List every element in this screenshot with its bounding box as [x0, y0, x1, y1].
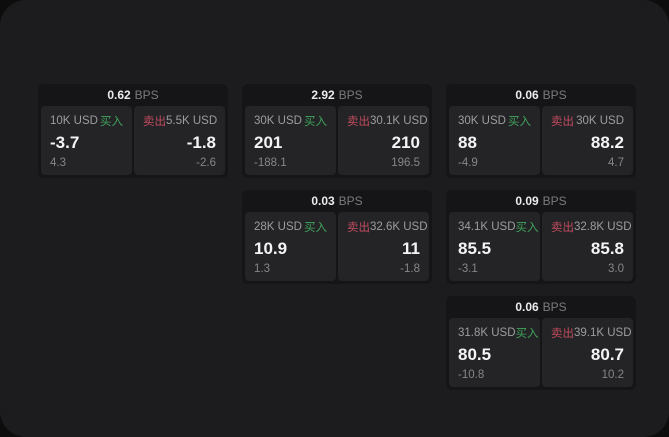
sell-size: 5.5K USD [166, 115, 218, 127]
quote-card: 0.06 BPS 31.8K USD 买入 80.5 -10.8 卖出 39.1… [446, 296, 636, 390]
buy-price: 80.5 [458, 344, 492, 364]
bps-unit-label: BPS [134, 88, 159, 102]
buy-label[interactable]: 买入 [304, 116, 327, 128]
sell-label[interactable]: 卖出 [551, 328, 574, 340]
buy-tile[interactable]: 10K USD 买入 -3.7 4.3 [41, 106, 132, 175]
sell-price: 88.2 [590, 132, 624, 152]
sell-delta: 3.0 [608, 263, 624, 275]
sell-tile[interactable]: 卖出 39.1K USD 80.7 10.2 [542, 318, 633, 387]
sell-tile[interactable]: 卖出 30K USD 88.2 4.7 [542, 106, 633, 175]
bps-header: 2.92 BPS [242, 84, 432, 106]
bps-unit-label: BPS [338, 88, 363, 102]
buy-label[interactable]: 买入 [515, 328, 539, 340]
buy-tile[interactable]: 31.8K USD 买入 80.5 -10.8 [449, 318, 540, 387]
sell-tile[interactable]: 卖出 32.8K USD 85.8 3.0 [542, 212, 633, 281]
sell-label[interactable]: 卖出 [551, 222, 574, 234]
buy-label[interactable]: 买入 [508, 116, 531, 128]
buy-delta: -10.8 [458, 369, 485, 381]
buy-tile[interactable]: 30K USD 买入 201 -188.1 [245, 106, 336, 175]
buy-delta: 4.3 [50, 157, 66, 169]
buy-price: 201 [254, 132, 283, 152]
bps-value: 0.06 [515, 88, 539, 102]
buy-size: 30K USD [458, 115, 506, 127]
buy-tile[interactable]: 30K USD 买入 88 -4.9 [449, 106, 540, 175]
buy-size: 34.1K USD [458, 221, 516, 233]
sell-size: 32.6K USD [370, 221, 428, 233]
bps-header: 0.62 BPS [38, 84, 228, 106]
quote-card: 0.62 BPS 10K USD 买入 -3.7 4.3 卖出 5.5K USD… [38, 84, 228, 178]
buy-tile[interactable]: 34.1K USD 买入 85.5 -3.1 [449, 212, 540, 281]
sell-price: 80.7 [590, 344, 624, 364]
sell-label[interactable]: 卖出 [551, 116, 574, 128]
buy-price: -3.7 [50, 132, 80, 152]
bps-unit-label: BPS [338, 194, 363, 208]
buy-delta: 1.3 [254, 263, 270, 275]
quote-card: 0.09 BPS 34.1K USD 买入 85.5 -3.1 卖出 32.8K… [446, 190, 636, 284]
sell-price: 85.8 [590, 238, 624, 258]
buy-tile[interactable]: 28K USD 买入 10.9 1.3 [245, 212, 336, 281]
sell-label[interactable]: 卖出 [143, 116, 166, 128]
sell-label[interactable]: 卖出 [347, 116, 370, 128]
bps-value: 0.06 [515, 300, 539, 314]
buy-delta: -188.1 [254, 157, 287, 169]
buy-label[interactable]: 买入 [304, 222, 327, 234]
sell-size: 30K USD [576, 115, 624, 127]
buy-label[interactable]: 买入 [515, 222, 539, 234]
sell-size: 30.1K USD [370, 115, 428, 127]
sell-tile[interactable]: 卖出 30.1K USD 210 196.5 [338, 106, 429, 175]
buy-price: 85.5 [458, 238, 492, 258]
buy-delta: -4.9 [458, 157, 478, 169]
bps-value: 0.03 [311, 194, 335, 208]
quote-card: 2.92 BPS 30K USD 买入 201 -188.1 卖出 30.1K … [242, 84, 432, 178]
buy-price: 88 [458, 132, 477, 152]
buy-delta: -3.1 [458, 263, 478, 275]
buy-label[interactable]: 买入 [100, 116, 123, 128]
buy-size: 10K USD [50, 115, 98, 127]
bps-header: 0.03 BPS [242, 190, 432, 212]
sell-size: 32.8K USD [574, 221, 632, 233]
quote-card: 0.03 BPS 28K USD 买入 10.9 1.3 卖出 32.6K US… [242, 190, 432, 284]
sell-price: 210 [391, 132, 420, 152]
buy-size: 30K USD [254, 115, 302, 127]
bps-value: 0.09 [515, 194, 539, 208]
sell-tile[interactable]: 卖出 5.5K USD -1.8 -2.6 [134, 106, 225, 175]
bps-header: 0.06 BPS [446, 84, 636, 106]
sell-delta: -2.6 [196, 157, 216, 169]
sell-price: -1.8 [186, 132, 216, 152]
sell-price: 11 [402, 238, 420, 258]
bps-unit-label: BPS [542, 300, 567, 314]
sell-delta: -1.8 [400, 263, 420, 275]
buy-size: 28K USD [254, 221, 302, 233]
sell-delta: 10.2 [601, 369, 624, 381]
sell-label[interactable]: 卖出 [347, 222, 370, 234]
buy-size: 31.8K USD [458, 327, 516, 339]
quote-card: 0.06 BPS 30K USD 买入 88 -4.9 卖出 30K USD 8… [446, 84, 636, 178]
bps-value: 0.62 [107, 88, 131, 102]
sell-delta: 196.5 [391, 157, 420, 169]
bps-unit-label: BPS [542, 194, 567, 208]
sell-tile[interactable]: 卖出 32.6K USD 11 -1.8 [338, 212, 429, 281]
bps-header: 0.06 BPS [446, 296, 636, 318]
bps-value: 2.92 [311, 88, 335, 102]
buy-price: 10.9 [254, 238, 288, 258]
bps-header: 0.09 BPS [446, 190, 636, 212]
sell-size: 39.1K USD [574, 327, 632, 339]
bps-unit-label: BPS [542, 88, 567, 102]
sell-delta: 4.7 [608, 157, 624, 169]
